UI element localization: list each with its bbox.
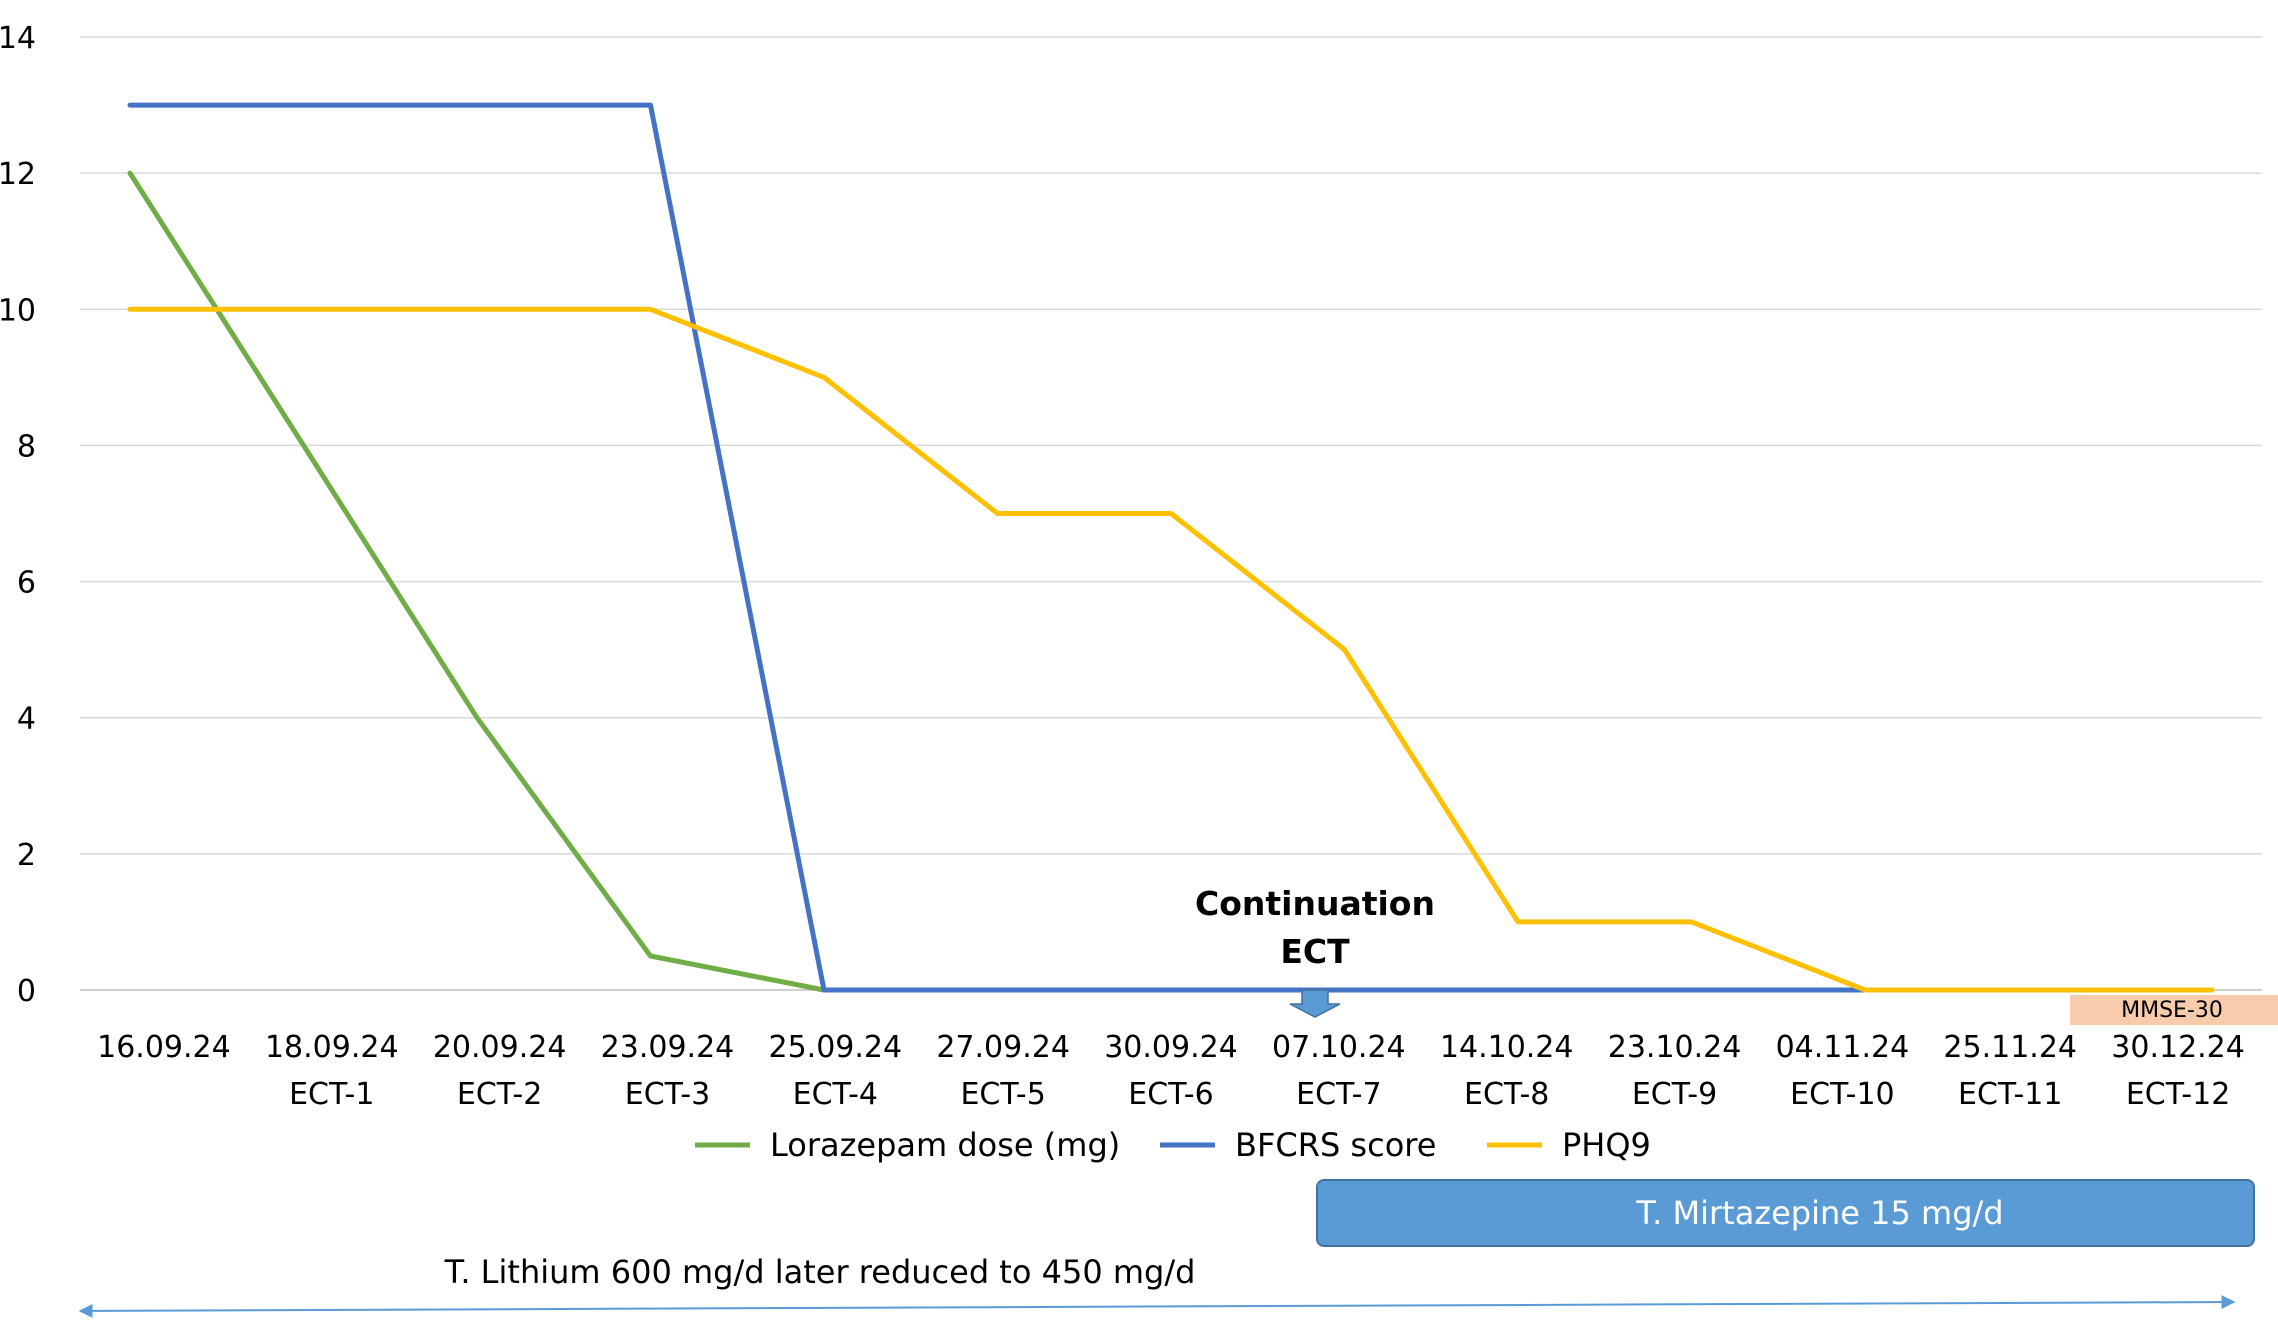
x-tick-label-ect: ECT-9: [1632, 1077, 1717, 1112]
x-tick-label-date: 23.09.24: [601, 1030, 735, 1065]
mirtazapine-bar: [1316, 1179, 2255, 1247]
x-tick-label-ect: ECT-11: [1958, 1077, 2062, 1112]
series-line-lorazepam-dose-mg: [127, 170, 827, 993]
x-tick-label-ect: ECT-5: [960, 1077, 1045, 1112]
x-tick-label-date: 23.10.24: [1608, 1030, 1742, 1065]
down-arrow-icon: [1289, 989, 1341, 1018]
continuation-label-line2: ECT: [1280, 932, 1350, 971]
legend-label: PHQ9: [1562, 1126, 1651, 1164]
x-tick-label-ect: ECT-12: [2126, 1077, 2230, 1112]
x-tick-label-ect: ECT-1: [289, 1077, 374, 1112]
x-tick-label-date: 18.09.24: [265, 1030, 399, 1065]
x-tick-label-ect: ECT-3: [625, 1077, 710, 1112]
x-tick-label-date: 16.09.24: [97, 1030, 231, 1065]
x-tick-label-date: 20.09.24: [433, 1030, 567, 1065]
x-tick-label-date: 04.11.24: [1776, 1030, 1910, 1065]
y-tick-label: 8: [17, 429, 36, 464]
y-tick-label: 0: [17, 974, 36, 1009]
mmse-label: MMSE-30: [2121, 998, 2223, 1023]
x-tick-label-date: 07.10.24: [1272, 1030, 1406, 1065]
lithium-label: T. Lithium 600 mg/d later reduced to 450…: [444, 1253, 1196, 1291]
y-tick-label: 12: [0, 157, 36, 192]
y-tick-label: 10: [0, 293, 36, 328]
x-tick-label-date: 27.09.24: [936, 1030, 1070, 1065]
x-tick-label-date: 30.12.24: [2111, 1030, 2245, 1065]
x-axis: 16.09.24 18.09.24 ECT-1 20.09.24 ECT-2 23.09.…: [97, 1030, 2245, 1112]
legend-label: Lorazepam dose (mg): [770, 1126, 1120, 1164]
mirtazapine-label: T. Mirtazepine 15 mg/d: [1635, 1194, 2003, 1232]
x-tick-label-date: 25.11.24: [1943, 1030, 2077, 1065]
x-tick-label-ect: ECT-10: [1790, 1077, 1894, 1112]
x-tick-label-ect: ECT-8: [1464, 1077, 1549, 1112]
x-tick-label-date: 14.10.24: [1440, 1030, 1574, 1065]
mmse-box: [2070, 995, 2278, 1025]
x-tick-label-ect: ECT-7: [1296, 1077, 1381, 1112]
series-line-phq9: [127, 306, 2215, 993]
y-tick-label: 6: [17, 566, 36, 601]
y-tick-label: 14: [0, 21, 36, 56]
x-tick-label-date: 25.09.24: [769, 1030, 903, 1065]
x-tick-label-ect: ECT-6: [1128, 1077, 1213, 1112]
y-axis: 0 2 4 6 8 10 12 14: [0, 21, 36, 1009]
x-tick-label-date: 30.09.24: [1104, 1030, 1238, 1065]
lithium-duration-arrow: [78, 1295, 2236, 1318]
legend: Lorazepam dose (mg) BFCRS score PHQ9: [695, 1126, 1651, 1164]
continuation-label-line1: Continuation: [1195, 884, 1435, 923]
legend-label: BFCRS score: [1235, 1126, 1436, 1164]
y-tick-label: 4: [17, 702, 36, 737]
y-tick-label: 2: [17, 838, 36, 873]
x-tick-label-ect: ECT-4: [793, 1077, 878, 1112]
series-lines: [127, 102, 2215, 993]
series-line-bfcrs-score: [127, 102, 1868, 993]
x-tick-label-ect: ECT-2: [457, 1077, 542, 1112]
